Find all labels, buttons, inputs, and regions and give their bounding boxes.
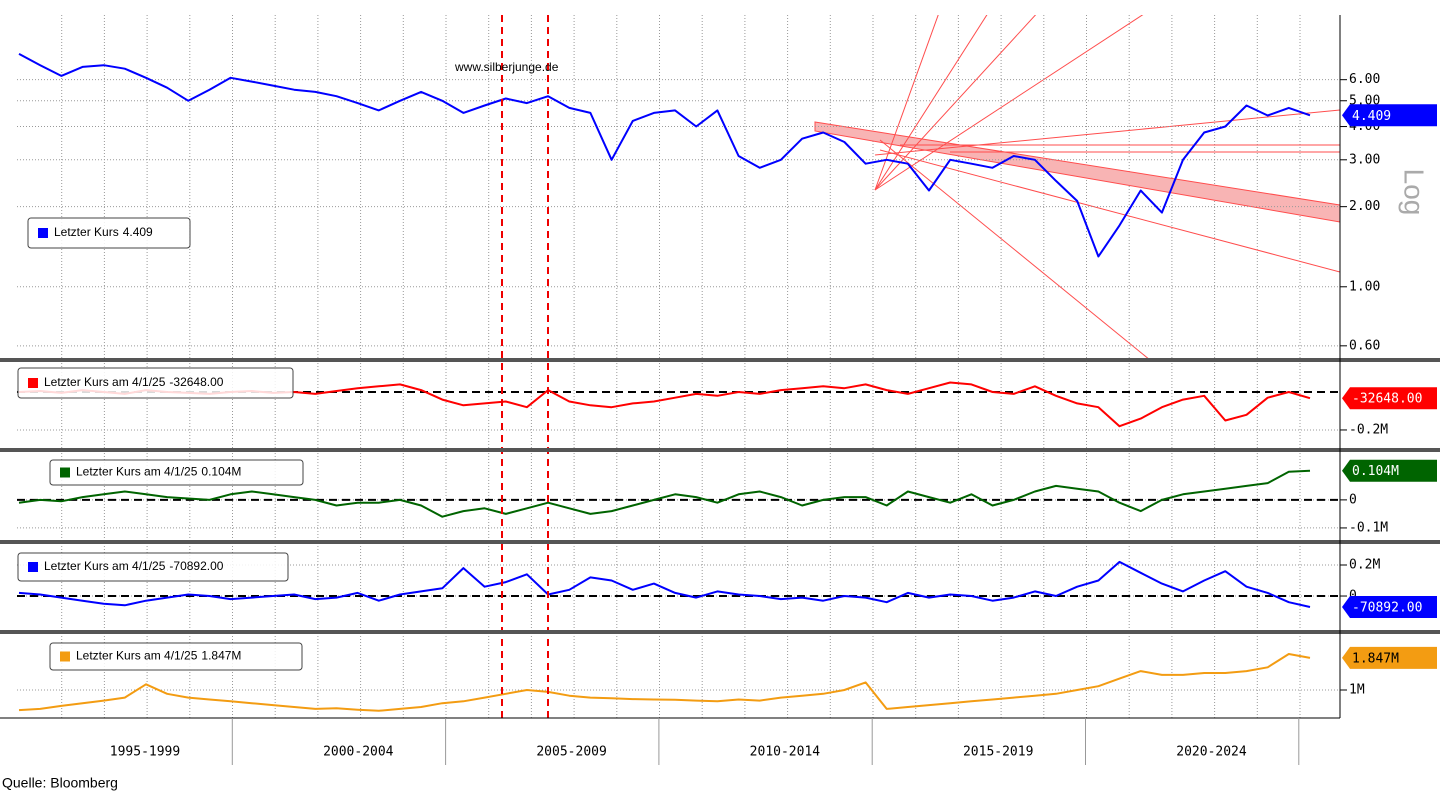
- legend-label: Letzter Kurs am 4/1/25: [76, 649, 198, 663]
- series-line: [18, 469, 1311, 518]
- y-tick-label: -0.1M: [1349, 520, 1388, 535]
- x-tick-label: 1995-1999: [110, 745, 180, 760]
- value-tag: [1342, 104, 1437, 127]
- legend-value: 0.104M: [201, 465, 241, 479]
- value-tag-label: 4.409: [1352, 109, 1391, 124]
- value-tag: [1342, 646, 1437, 669]
- y-axis-label: Log: [1399, 169, 1430, 216]
- trend-line: [879, 139, 1149, 358]
- x-tick-label: 2000-2004: [323, 745, 394, 760]
- value-tag: [1342, 459, 1437, 482]
- value-tag-label: -32648.00: [1352, 392, 1422, 407]
- x-tick-label: 2020-2024: [1176, 745, 1247, 760]
- x-tick-label: 2005-2009: [536, 745, 606, 760]
- y-tick-label: 1.00: [1349, 279, 1380, 294]
- series-line: [18, 53, 1311, 258]
- y-tick-label: 0: [1349, 492, 1357, 507]
- y-tick-label: 0.60: [1349, 338, 1380, 353]
- legend-label: Letzter Kurs am 4/1/25: [44, 559, 166, 573]
- legend-label: Letzter Kurs: [54, 225, 119, 239]
- trend-line: [874, 15, 988, 191]
- legend-swatch: [60, 651, 70, 662]
- trend-line: [874, 109, 1340, 156]
- series-line: [18, 560, 1311, 608]
- panel-separator: [0, 358, 1440, 362]
- legend: [49, 459, 304, 486]
- x-tick-label: 2010-2014: [750, 745, 821, 760]
- source: Quelle: Bloomberg: [2, 775, 118, 791]
- legend-swatch: [38, 228, 48, 238]
- y-tick-label: -0.2M: [1349, 422, 1388, 437]
- value-tag-label: 0.104M: [1352, 464, 1399, 479]
- x-tick-label: 2015-2019: [963, 745, 1033, 760]
- y-tick-label: 0.2M: [1349, 557, 1380, 572]
- legend: [17, 552, 289, 582]
- trend-channel: [814, 121, 1340, 223]
- value-tag: [1342, 596, 1437, 619]
- y-tick-label: 6.00: [1349, 72, 1380, 87]
- series-line: [18, 653, 1311, 712]
- panel-separator: [0, 540, 1440, 544]
- legend-label: Letzter Kurs am 4/1/25: [44, 375, 166, 389]
- legend-value: 4.409: [123, 225, 153, 239]
- legend-value: -70892.00: [169, 559, 223, 573]
- y-tick-label: 1M: [1349, 682, 1365, 697]
- legend: [27, 217, 191, 249]
- legend-swatch: [28, 378, 38, 388]
- legend: [49, 642, 303, 671]
- y-tick-label: 2.00: [1349, 199, 1380, 214]
- panel-separator: [0, 448, 1440, 452]
- legend-label: Letzter Kurs am 4/1/25: [76, 465, 198, 479]
- value-tag-label: -70892.00: [1352, 601, 1422, 616]
- legend-swatch: [28, 562, 38, 572]
- legend-swatch: [60, 467, 70, 478]
- trend-line: [879, 149, 1340, 273]
- year-grid: [61, 15, 1301, 718]
- legend: [17, 367, 294, 399]
- panel-separator: [0, 630, 1440, 634]
- value-tag: [1342, 387, 1437, 410]
- legend-value: 1.847M: [201, 649, 241, 663]
- legend-value: -32648.00: [169, 375, 223, 389]
- watermark: www.silberjunge.de: [454, 60, 559, 74]
- value-tag-label: 1.847M: [1352, 651, 1399, 666]
- y-tick-label: 3.00: [1349, 152, 1380, 167]
